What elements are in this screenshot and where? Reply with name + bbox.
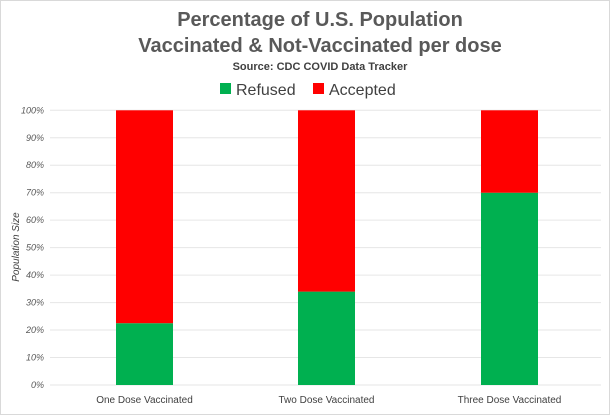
bar-refused-2 <box>298 291 355 385</box>
legend-swatch-refused <box>220 83 231 94</box>
legend-label-accepted: Accepted <box>329 82 396 99</box>
chart-title-line1: Percentage of U.S. Population <box>177 9 463 31</box>
bar-refused-1 <box>116 323 173 385</box>
y-tick-label: 90% <box>26 133 44 143</box>
legend-swatch-accepted <box>313 83 324 94</box>
bar-refused-3 <box>481 192 538 385</box>
chart-title-line2: Vaccinated & Not-Vaccinated per dose <box>138 35 501 57</box>
y-tick-label: 20% <box>25 325 44 335</box>
y-tick-label: 10% <box>26 353 44 363</box>
bar-accepted-2 <box>298 110 355 292</box>
y-tick-label: 30% <box>26 298 44 308</box>
bar-accepted-1 <box>116 110 173 324</box>
y-tick-label: 0% <box>31 380 44 390</box>
x-tick-label: Two Dose Vaccinated <box>279 395 375 406</box>
x-tick-label: One Dose Vaccinated <box>96 395 193 406</box>
y-tick-label: 80% <box>26 160 44 170</box>
y-tick-label: 40% <box>26 270 44 280</box>
y-tick-label: 100% <box>21 105 44 115</box>
bar-accepted-3 <box>481 110 538 193</box>
x-tick-label: Three Dose Vaccinated <box>458 395 562 406</box>
chart-subtitle: Source: CDC COVID Data Tracker <box>233 61 409 73</box>
legend: Refused Accepted <box>220 82 396 99</box>
y-tick-label: 70% <box>26 188 44 198</box>
bars <box>116 110 538 385</box>
y-axis-label: Population Size <box>11 212 22 282</box>
y-tick-label: 50% <box>26 243 44 253</box>
y-tick-label: 60% <box>26 215 44 225</box>
x-axis-labels: One Dose Vaccinated Two Dose Vaccinated Th… <box>96 395 561 406</box>
legend-label-refused: Refused <box>236 82 296 99</box>
